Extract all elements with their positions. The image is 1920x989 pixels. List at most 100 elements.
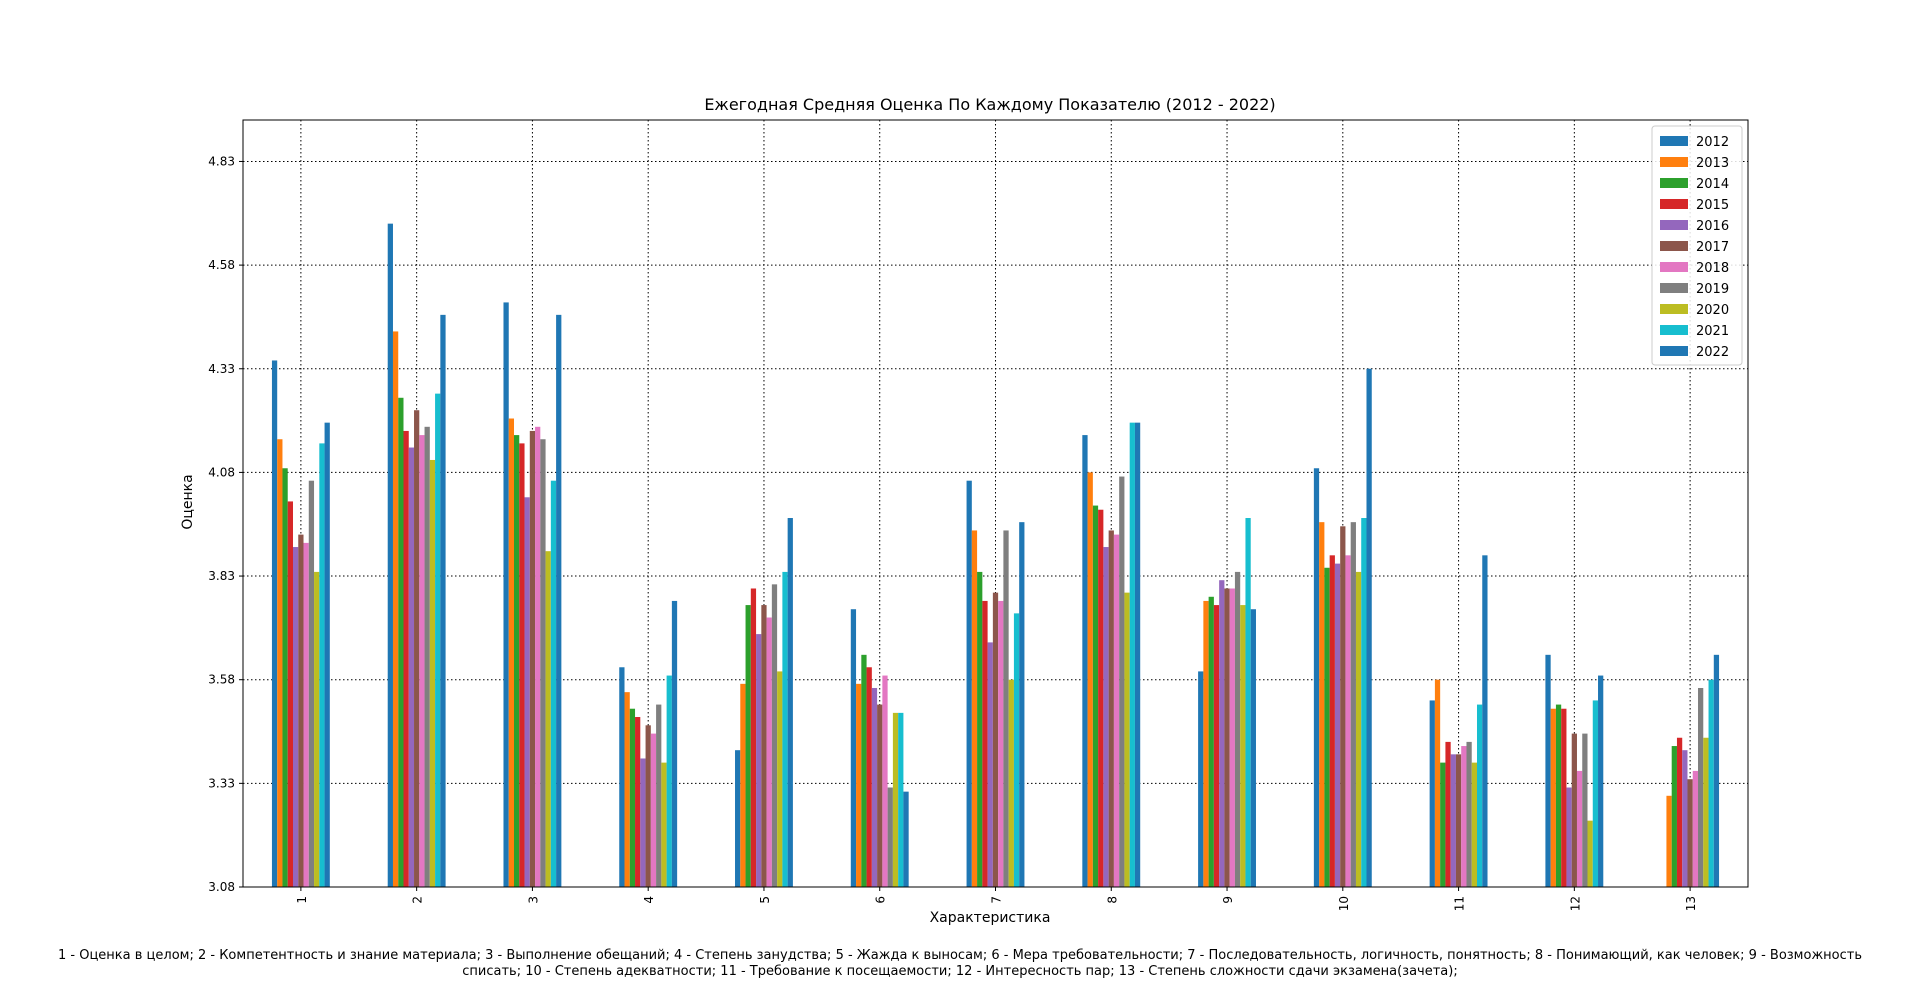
bar-2018-cat-9 <box>1229 588 1235 887</box>
bar-2015-cat-12 <box>1561 708 1567 887</box>
bar-2012-cat-4 <box>619 667 625 887</box>
bar-2019-cat-10 <box>1350 522 1356 887</box>
bar-2021-cat-1 <box>319 443 325 887</box>
bar-2015-cat-2 <box>403 430 409 887</box>
legend-swatch-2015 <box>1660 199 1688 209</box>
bar-2017-cat-12 <box>1571 733 1577 887</box>
y-tick-label: 3.83 <box>208 569 235 583</box>
category-footnote: 1 - Оценка в целом; 2 - Компетентность и… <box>58 948 1862 979</box>
bar-2018-cat-1 <box>303 542 309 887</box>
bar-2016-cat-1 <box>292 547 299 887</box>
bar-2012-cat-12 <box>1545 654 1551 887</box>
bar-2019-cat-3 <box>540 439 546 887</box>
bar-2018-cat-11 <box>1461 746 1467 887</box>
legend-label-2017: 2017 <box>1696 240 1729 255</box>
bar-2022-cat-5 <box>787 518 793 887</box>
bar-2017-cat-13 <box>1687 779 1693 887</box>
ticks-layer: 3.083.333.583.834.084.334.584.831 2 3 4 5 6 7 8… <box>208 154 1698 911</box>
x-tick-label: 9 <box>1221 896 1235 904</box>
legend-label-2016: 2016 <box>1696 219 1729 234</box>
chart-title: Ежегодная Средняя Оценка По Каждому Пока… <box>704 95 1275 114</box>
x-tick-label: 4 <box>642 896 656 904</box>
bar-2020-cat-13 <box>1703 737 1709 887</box>
y-tick-label: 4.58 <box>208 258 235 272</box>
bar-2021-cat-13 <box>1708 679 1714 887</box>
bar-2018-cat-7 <box>998 600 1004 887</box>
bar-2014-cat-12 <box>1555 704 1562 887</box>
bar-2016-cat-11 <box>1450 754 1456 887</box>
bar-2022-cat-11 <box>1482 555 1488 887</box>
bar-2013-cat-13 <box>1666 795 1672 887</box>
x-tick-label: 8 <box>1105 896 1119 904</box>
legend-label-2018: 2018 <box>1696 261 1729 276</box>
bar-2015-cat-6 <box>866 667 872 887</box>
bar-2021-cat-6 <box>898 712 904 887</box>
bar-2015-cat-3 <box>519 443 525 887</box>
legend-swatch-2013 <box>1660 157 1688 167</box>
bar-2017-cat-5 <box>761 605 767 887</box>
bar-2013-cat-2 <box>392 331 399 887</box>
bar-2015-cat-4 <box>635 717 641 887</box>
bar-2017-cat-1 <box>298 534 304 887</box>
legend-label-2015: 2015 <box>1696 198 1729 213</box>
bar-2017-cat-4 <box>645 725 651 887</box>
bar-2022-cat-12 <box>1598 675 1604 887</box>
bar-2018-cat-4 <box>650 733 657 887</box>
bar-2019-cat-7 <box>1003 530 1009 887</box>
bar-2021-cat-11 <box>1476 704 1483 887</box>
bar-2021-cat-7 <box>1013 613 1020 887</box>
bar-2019-cat-6 <box>887 787 893 887</box>
bar-2017-cat-11 <box>1455 754 1462 887</box>
bar-2019-cat-12 <box>1582 733 1588 887</box>
bar-2022-cat-1 <box>324 422 330 887</box>
bar-2012-cat-6 <box>850 609 857 887</box>
bar-2019-cat-11 <box>1466 741 1472 887</box>
bar-2013-cat-10 <box>1319 522 1325 887</box>
legend-swatch-2014 <box>1660 178 1688 188</box>
bar-2022-cat-2 <box>440 314 446 887</box>
bar-2017-cat-6 <box>877 704 883 887</box>
legend-swatch-2021 <box>1660 325 1688 335</box>
legend-label-2014: 2014 <box>1696 177 1729 192</box>
bar-2015-cat-8 <box>1098 509 1104 887</box>
bar-2020-cat-4 <box>661 762 667 887</box>
bar-2015-cat-1 <box>287 501 293 887</box>
bar-2020-cat-10 <box>1355 571 1362 887</box>
bar-2015-cat-5 <box>750 588 757 887</box>
bar-2020-cat-12 <box>1587 820 1593 887</box>
bar-2013-cat-3 <box>508 418 515 887</box>
bar-2012-cat-1 <box>271 360 278 888</box>
bar-2013-cat-6 <box>856 683 862 887</box>
bar-2018-cat-13 <box>1692 770 1699 887</box>
bar-2016-cat-3 <box>524 497 530 887</box>
bar-2013-cat-9 <box>1203 600 1209 887</box>
bar-2021-cat-3 <box>550 480 557 887</box>
bar-2012-cat-8 <box>1082 435 1088 887</box>
bar-2014-cat-5 <box>745 605 751 887</box>
legend-swatch-2020 <box>1660 304 1688 314</box>
bar-2014-cat-7 <box>977 571 983 887</box>
bar-2013-cat-5 <box>740 683 746 887</box>
legend-label-2022: 2022 <box>1696 345 1729 360</box>
legend-swatch-2022 <box>1660 346 1688 356</box>
x-tick-label: 10 <box>1337 896 1351 911</box>
bar-2012-cat-9 <box>1198 671 1204 887</box>
bar-2016-cat-9 <box>1219 580 1225 887</box>
bar-2017-cat-9 <box>1224 588 1230 887</box>
bar-2022-cat-4 <box>671 600 678 887</box>
bars-layer <box>271 223 1720 888</box>
x-tick-label: 3 <box>526 896 540 904</box>
bar-2015-cat-10 <box>1329 555 1335 887</box>
legend-swatch-2019 <box>1660 283 1688 293</box>
bar-2015-cat-7 <box>982 600 988 887</box>
x-tick-label: 11 <box>1453 896 1467 911</box>
bar-2018-cat-8 <box>1113 534 1120 887</box>
bar-2018-cat-3 <box>535 426 541 887</box>
bar-2016-cat-7 <box>987 642 993 887</box>
bar-2013-cat-1 <box>277 439 283 887</box>
x-tick-label: 2 <box>411 896 425 904</box>
bar-2022-cat-6 <box>903 791 909 887</box>
bar-2016-cat-13 <box>1682 750 1688 887</box>
